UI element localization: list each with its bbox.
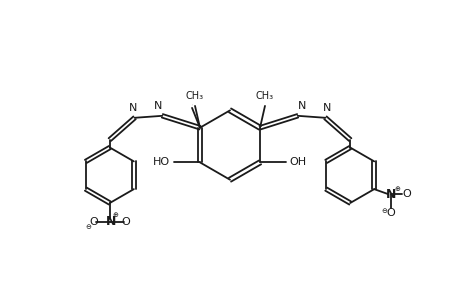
Text: ⊖: ⊖ <box>85 224 91 230</box>
Text: N: N <box>154 101 162 111</box>
Text: HO: HO <box>153 158 170 167</box>
Text: CH₃: CH₃ <box>185 91 204 101</box>
Text: ⊕: ⊕ <box>393 186 399 192</box>
Text: N: N <box>323 103 331 113</box>
Text: N: N <box>297 101 305 111</box>
Text: /: / <box>191 103 192 105</box>
Text: O: O <box>90 217 98 227</box>
Text: N: N <box>128 103 136 113</box>
Text: ⊕: ⊕ <box>112 212 118 218</box>
Text: CH₃: CH₃ <box>255 91 274 101</box>
Text: ⊖: ⊖ <box>381 208 386 214</box>
Text: O: O <box>402 189 410 199</box>
Text: O: O <box>121 217 130 227</box>
Text: N: N <box>385 188 395 201</box>
Text: N: N <box>106 215 116 228</box>
Text: OH: OH <box>289 158 306 167</box>
Text: O: O <box>386 208 395 218</box>
